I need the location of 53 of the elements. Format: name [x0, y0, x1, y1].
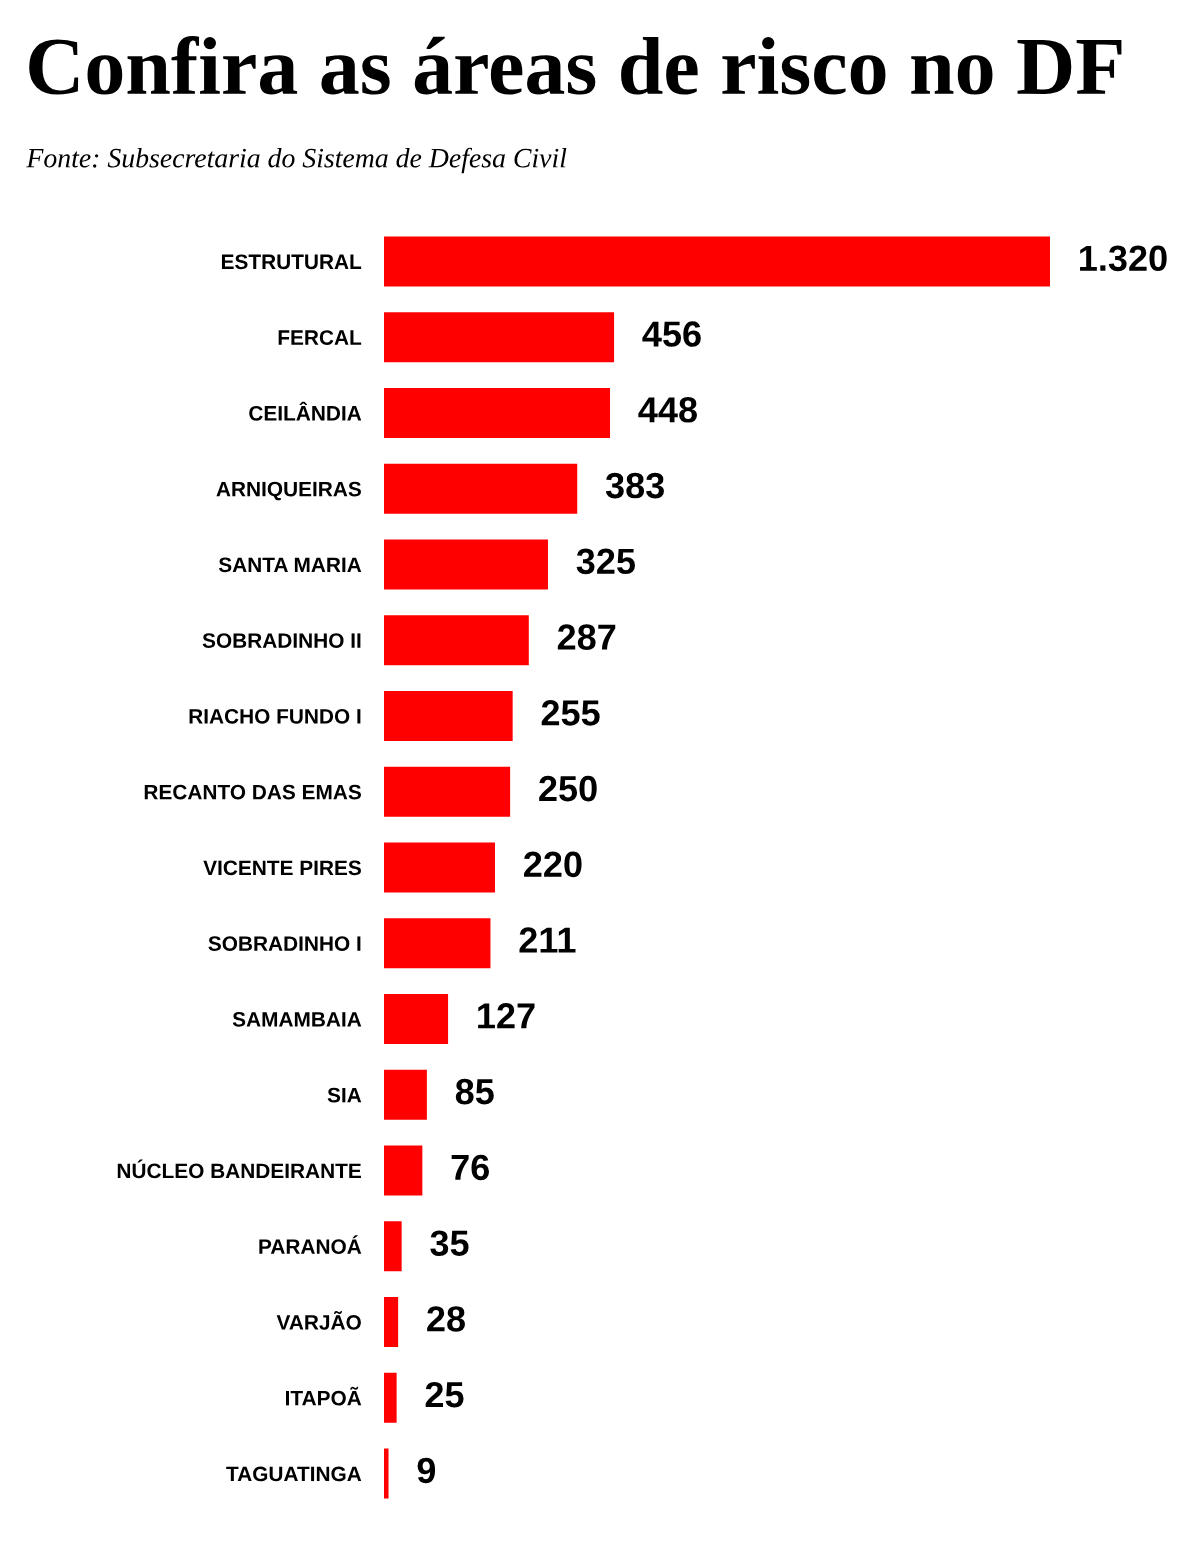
- y-tick-label: ARNIQUEIRAS: [216, 481, 361, 501]
- bar: [384, 236, 1050, 287]
- data-label: 220: [524, 851, 582, 878]
- y-tick-label: VARJÃO: [276, 1311, 361, 1330]
- y-tick-label: CEILÂNDIA: [249, 401, 362, 421]
- bar: [384, 1372, 397, 1423]
- chart-title: Confira as áreas de risco no DF: [29, 36, 1122, 95]
- y-tick-label: ITAPOÃ: [286, 1386, 362, 1406]
- bar: [384, 312, 615, 363]
- y-tick-label: RECANTO DAS EMAS: [144, 784, 361, 800]
- data-label: 456: [642, 321, 701, 347]
- bar: [384, 1069, 427, 1120]
- chart-subtitle: Fonte: Subsecretaria do Sistema de Defesa Civil: [26, 147, 567, 174]
- y-tick-label: FERCAL: [278, 330, 362, 345]
- bar: [384, 993, 449, 1044]
- data-label: 76: [451, 1154, 489, 1181]
- y-tick-label: NÚCLEO BANDEIRANTE: [117, 1159, 361, 1179]
- bar: [384, 842, 495, 893]
- data-label: 127: [478, 1003, 535, 1029]
- data-label: 9: [417, 1457, 436, 1484]
- bar: [384, 539, 548, 590]
- y-tick-label: SOBRADINHO I: [208, 936, 361, 951]
- data-label: 25: [425, 1381, 464, 1408]
- bar: [384, 1145, 423, 1196]
- data-label: 85: [455, 1078, 494, 1105]
- data-label: 35: [430, 1230, 469, 1257]
- bar: [384, 387, 611, 438]
- bar: [384, 918, 491, 969]
- data-label: 28: [427, 1306, 465, 1332]
- data-label: 287: [557, 624, 616, 650]
- data-label: 325: [576, 548, 635, 575]
- y-tick-label: SIA: [327, 1087, 362, 1103]
- data-label: 255: [541, 700, 600, 726]
- y-tick-label: SANTA MARIA: [218, 557, 362, 573]
- y-tick-label: TAGUATINGA: [226, 1466, 362, 1482]
- y-tick-label: SAMAMBAIA: [232, 1011, 362, 1027]
- data-label: 383: [605, 472, 664, 499]
- y-tick-label: PARANOÁ: [259, 1235, 362, 1255]
- data-label: 211: [519, 927, 576, 953]
- bar: [384, 1221, 402, 1272]
- bar: [384, 615, 529, 666]
- y-tick-label: VICENTE PIRES: [203, 860, 361, 876]
- data-label: 250: [539, 775, 597, 802]
- y-tick-label: SOBRADINHO II: [202, 633, 361, 648]
- bar: [384, 766, 511, 817]
- y-tick-label: RIACHO FUNDO I: [189, 708, 361, 724]
- y-tick-label: ESTRUTURAL: [221, 254, 362, 270]
- data-label: 1.320: [1080, 245, 1167, 272]
- data-label: 448: [638, 397, 697, 423]
- bar: [384, 1297, 399, 1348]
- bar: [384, 463, 578, 514]
- bar: [384, 1448, 389, 1499]
- bar: [384, 690, 513, 741]
